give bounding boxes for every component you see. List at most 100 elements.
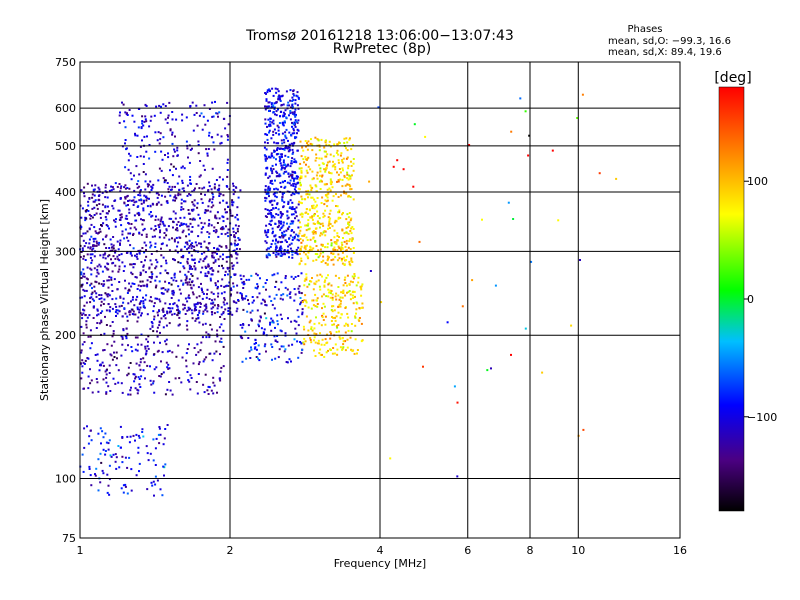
data-point [305, 278, 308, 281]
data-point [175, 223, 178, 226]
data-point [232, 282, 235, 285]
data-point [81, 207, 84, 210]
data-point [134, 254, 136, 257]
data-point [120, 382, 123, 385]
data-point [290, 320, 293, 323]
data-point [148, 213, 151, 216]
data-point [279, 211, 282, 213]
data-point [322, 259, 325, 262]
data-point [128, 282, 131, 285]
data-point [98, 282, 101, 285]
data-point [283, 201, 286, 204]
data-point [102, 238, 104, 241]
data-point [201, 201, 204, 204]
data-point [258, 292, 261, 295]
data-point [284, 277, 287, 280]
data-point [351, 261, 354, 263]
data-point [237, 225, 240, 228]
data-point [224, 127, 227, 130]
data-point [198, 175, 201, 178]
data-point [277, 356, 280, 359]
data-point [111, 335, 114, 338]
data-point [150, 244, 153, 247]
data-point [306, 224, 309, 227]
data-point [303, 299, 306, 302]
data-point [146, 285, 149, 288]
data-point [117, 248, 120, 251]
data-point [172, 220, 174, 223]
data-point [323, 281, 326, 284]
data-point [340, 249, 342, 252]
data-point [85, 289, 88, 292]
data-point [297, 275, 300, 277]
data-point [129, 227, 132, 230]
data-point [338, 277, 341, 280]
data-point [156, 139, 159, 142]
data-point [300, 183, 302, 186]
data-point [168, 185, 171, 188]
data-point [340, 259, 343, 262]
data-point [191, 291, 194, 294]
data-point [333, 143, 336, 146]
data-point [337, 179, 340, 181]
data-point [336, 143, 339, 146]
data-point [302, 325, 305, 328]
data-point [124, 456, 127, 459]
data-point [115, 467, 118, 470]
data-point [270, 200, 273, 203]
data-point [193, 218, 196, 221]
data-point [299, 301, 302, 304]
data-point [300, 342, 303, 345]
data-point [280, 139, 283, 142]
data-point [181, 182, 184, 184]
data-point [157, 224, 160, 227]
data-point [215, 230, 218, 233]
data-point [512, 218, 515, 220]
data-point [167, 114, 170, 117]
data-point [348, 260, 351, 263]
data-point [324, 234, 327, 237]
data-point [268, 88, 271, 91]
data-point [286, 104, 289, 107]
data-point [177, 324, 180, 327]
data-point [241, 360, 244, 363]
data-point [130, 346, 133, 348]
data-point [264, 185, 267, 188]
data-point [164, 105, 167, 107]
data-point [232, 201, 235, 204]
data-point [269, 220, 272, 223]
data-point [105, 376, 108, 379]
data-point [289, 206, 292, 209]
data-point [202, 164, 205, 167]
data-point [93, 267, 96, 270]
data-point [113, 278, 116, 281]
data-point [173, 258, 175, 261]
data-point [183, 167, 186, 170]
data-point [136, 212, 139, 215]
data-point [110, 283, 113, 286]
data-point [113, 356, 116, 358]
data-point [80, 226, 83, 229]
data-point [161, 242, 164, 245]
data-point [314, 159, 317, 162]
data-point [130, 271, 133, 274]
data-point [322, 224, 325, 227]
data-point [286, 227, 289, 230]
data-point [84, 219, 87, 222]
data-point [136, 306, 139, 309]
data-point [271, 164, 274, 167]
data-point [293, 132, 296, 135]
data-point [210, 307, 213, 310]
data-point [285, 229, 288, 232]
data-point [333, 236, 336, 239]
data-point [353, 352, 356, 355]
data-point [122, 270, 125, 272]
data-point [291, 208, 294, 211]
data-point [290, 275, 293, 278]
data-point [304, 211, 307, 214]
data-point [120, 185, 123, 188]
data-point [273, 335, 276, 338]
data-point [321, 175, 323, 178]
data-point [208, 232, 211, 235]
data-point [171, 292, 174, 295]
